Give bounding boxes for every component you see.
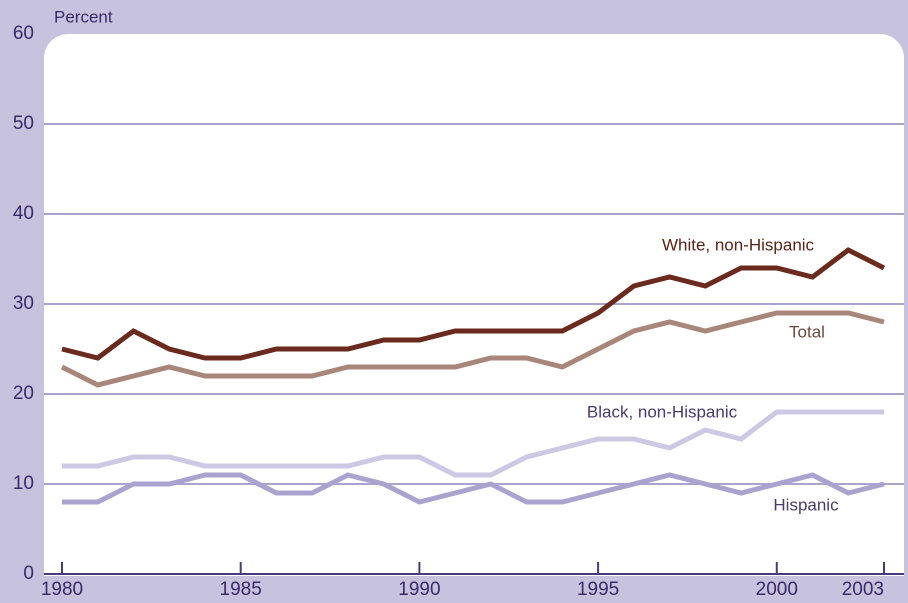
- plot-panel-bottom: [44, 520, 904, 576]
- series-line: [60, 310, 885, 388]
- x-tick-label: 2000: [756, 579, 798, 600]
- y-tick-label: 0: [23, 563, 34, 584]
- x-tick-label: 1985: [220, 579, 262, 600]
- y-axis-label: Percent: [54, 7, 113, 26]
- y-tick-label: 60: [13, 23, 34, 44]
- y-tick-label: 10: [13, 473, 34, 494]
- series-line: [62, 409, 884, 478]
- x-tick-label: 1990: [398, 579, 440, 600]
- y-tick-label: 30: [13, 293, 34, 314]
- y-tick-label: 40: [13, 203, 34, 224]
- series-line: [61, 247, 886, 361]
- y-tick-label: 20: [13, 383, 34, 404]
- x-tick-label: 1980: [41, 579, 83, 600]
- x-tick-label: 2003: [842, 579, 884, 600]
- x-tick-label: 1995: [577, 579, 619, 600]
- series-line: [62, 472, 885, 505]
- series-label: Black, non-Hispanic: [587, 402, 738, 421]
- series-label: White, non-Hispanic: [662, 235, 815, 254]
- series-label: Total: [789, 322, 825, 341]
- series-label: Hispanic: [773, 495, 839, 514]
- y-tick-label: 50: [13, 113, 34, 134]
